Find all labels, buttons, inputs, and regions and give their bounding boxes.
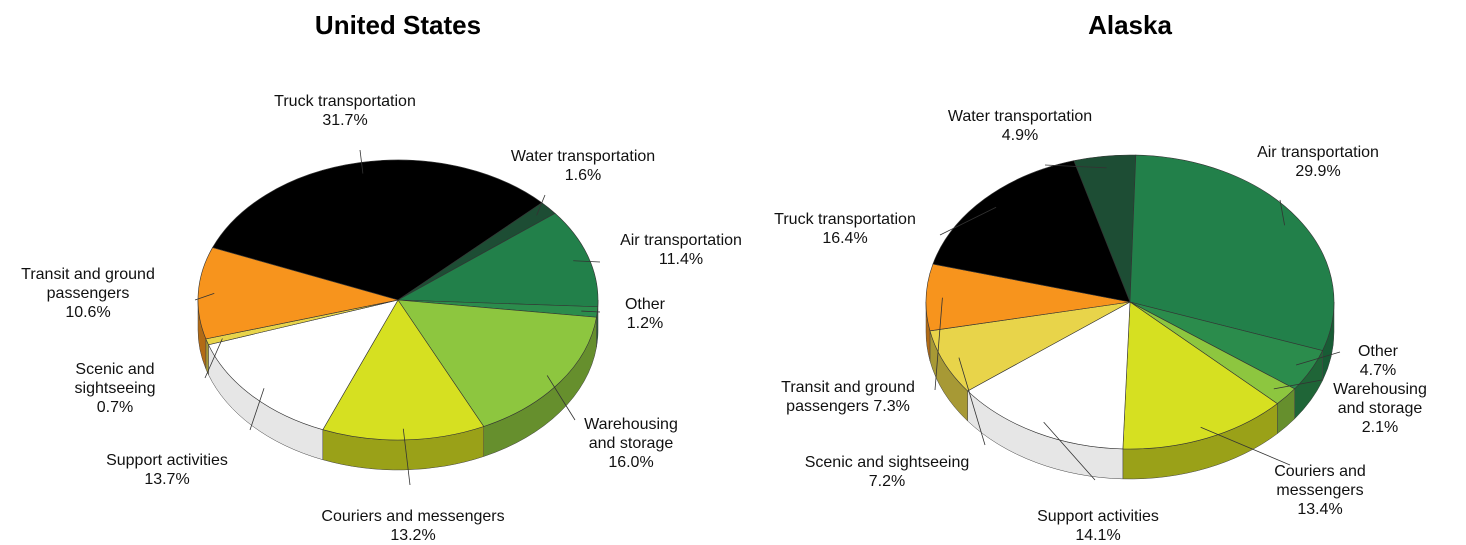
pie-slice (967, 301, 1131, 450)
slice-name: Scenic and sightseeing (74, 361, 156, 397)
pie-slice (1129, 154, 1335, 351)
slice-percent: 14.1% (1075, 527, 1121, 544)
slice-label: Air transportation 29.9% (1218, 143, 1418, 181)
slice-name: Truck transportation (774, 211, 916, 228)
slice-label: Other 1.2% (605, 295, 685, 333)
slice-percent: 10.6% (65, 304, 111, 321)
slice-percent: 16.0% (608, 454, 654, 471)
slice-name: Couriers and messengers (321, 508, 505, 525)
slice-name: Other (624, 296, 665, 313)
slice-name: Support activities (1037, 508, 1159, 525)
slice-percent: 11.4% (658, 251, 704, 268)
leader-line (573, 260, 601, 263)
slice-percent: 4.9% (1001, 127, 1039, 144)
leader-line (402, 428, 411, 486)
slice-name: Truck transportation (274, 93, 416, 110)
leader-line (1044, 164, 1107, 169)
slice-name: Other (1357, 343, 1398, 360)
leader-line (1200, 426, 1291, 466)
leader-line (958, 357, 986, 446)
slice-name: Water transportation (510, 148, 656, 165)
slice-name: Warehousing and storage (1333, 381, 1427, 417)
pie (925, 154, 1335, 480)
slice-label: Scenic and sightseeing 0.7% (40, 360, 190, 417)
slice-percent: 16.4% (822, 230, 868, 247)
slice-name: Transit and ground passengers (21, 266, 155, 302)
slice-label: Other 4.7% (1338, 342, 1418, 380)
leader-line (1043, 421, 1096, 481)
leader-line (1273, 379, 1323, 390)
slice-name: Support activities (106, 452, 228, 469)
pie-slice (397, 299, 597, 427)
leader-line (934, 297, 943, 391)
slice-label: Support activities 13.7% (77, 451, 257, 489)
slice-percent: 29.9% (1295, 163, 1341, 180)
leader-line (536, 194, 546, 216)
slice-name: Transit and ground passengers (781, 379, 915, 415)
slice-label: Scenic and sightseeing 7.2% (777, 453, 997, 491)
slice-name: Air transportation (1257, 144, 1379, 161)
slice-label: Truck transportation 31.7% (245, 92, 445, 130)
slice-percent: 1.2% (626, 315, 664, 332)
slice-label: Warehousing and storage 2.1% (1320, 380, 1440, 437)
slice-percent: 7.2% (868, 473, 906, 490)
leader-line (1279, 199, 1285, 226)
slice-name: Couriers and messengers (1274, 463, 1366, 499)
slice-name: Water transportation (947, 108, 1093, 125)
pie (197, 159, 599, 471)
slice-label: Air transportation 11.4% (581, 231, 781, 269)
slice-label: Water transportation 4.9% (920, 107, 1120, 145)
leader-line (359, 149, 364, 174)
slice-percent: 2.1% (1361, 419, 1399, 436)
slice-name: Air transportation (620, 232, 742, 249)
slice-name: Warehousing and storage (584, 416, 678, 452)
chart-title: Alaska (1088, 10, 1172, 40)
slice-label: Water transportation 1.6% (483, 147, 683, 185)
slice-percent: 4.7% (1359, 362, 1397, 379)
slice-label: Couriers and messengers 13.4% (1260, 462, 1380, 519)
leader-line (204, 338, 223, 379)
slice-percent: 0.7% (96, 399, 134, 416)
leader-line (939, 206, 997, 236)
slice-label: Couriers and messengers 13.2% (273, 507, 553, 545)
slice-label: Support activities 14.1% (998, 507, 1198, 545)
pie-slice (322, 299, 485, 441)
pie-slice (212, 159, 543, 301)
slice-label: Transit and ground passengers 10.6% (8, 265, 168, 322)
slice-percent: 13.2% (390, 527, 436, 544)
slice-percent: 13.4% (1297, 501, 1343, 518)
leader-line (581, 310, 601, 313)
leader-line (546, 375, 576, 421)
leader-line (194, 293, 215, 301)
slice-label: Transit and ground passengers 7.3% (763, 378, 933, 416)
slice-name: Scenic and sightseeing (804, 454, 970, 471)
slice-percent: 1.6% (564, 167, 602, 184)
pie-slice (396, 212, 599, 308)
slice-percent: 7.3% (873, 398, 910, 415)
slice-label: Warehousing and storage 16.0% (571, 415, 691, 472)
pie-slice (208, 299, 399, 431)
pie-slice (197, 247, 399, 340)
pie-slice (1122, 301, 1278, 450)
slice-percent: 31.7% (322, 112, 368, 129)
chart-title: United States (315, 10, 481, 40)
slice-percent: 13.7% (144, 471, 190, 488)
slice-label: Truck transportation 16.4% (745, 210, 945, 248)
leader-line (249, 388, 265, 431)
leader-line (1295, 351, 1341, 366)
